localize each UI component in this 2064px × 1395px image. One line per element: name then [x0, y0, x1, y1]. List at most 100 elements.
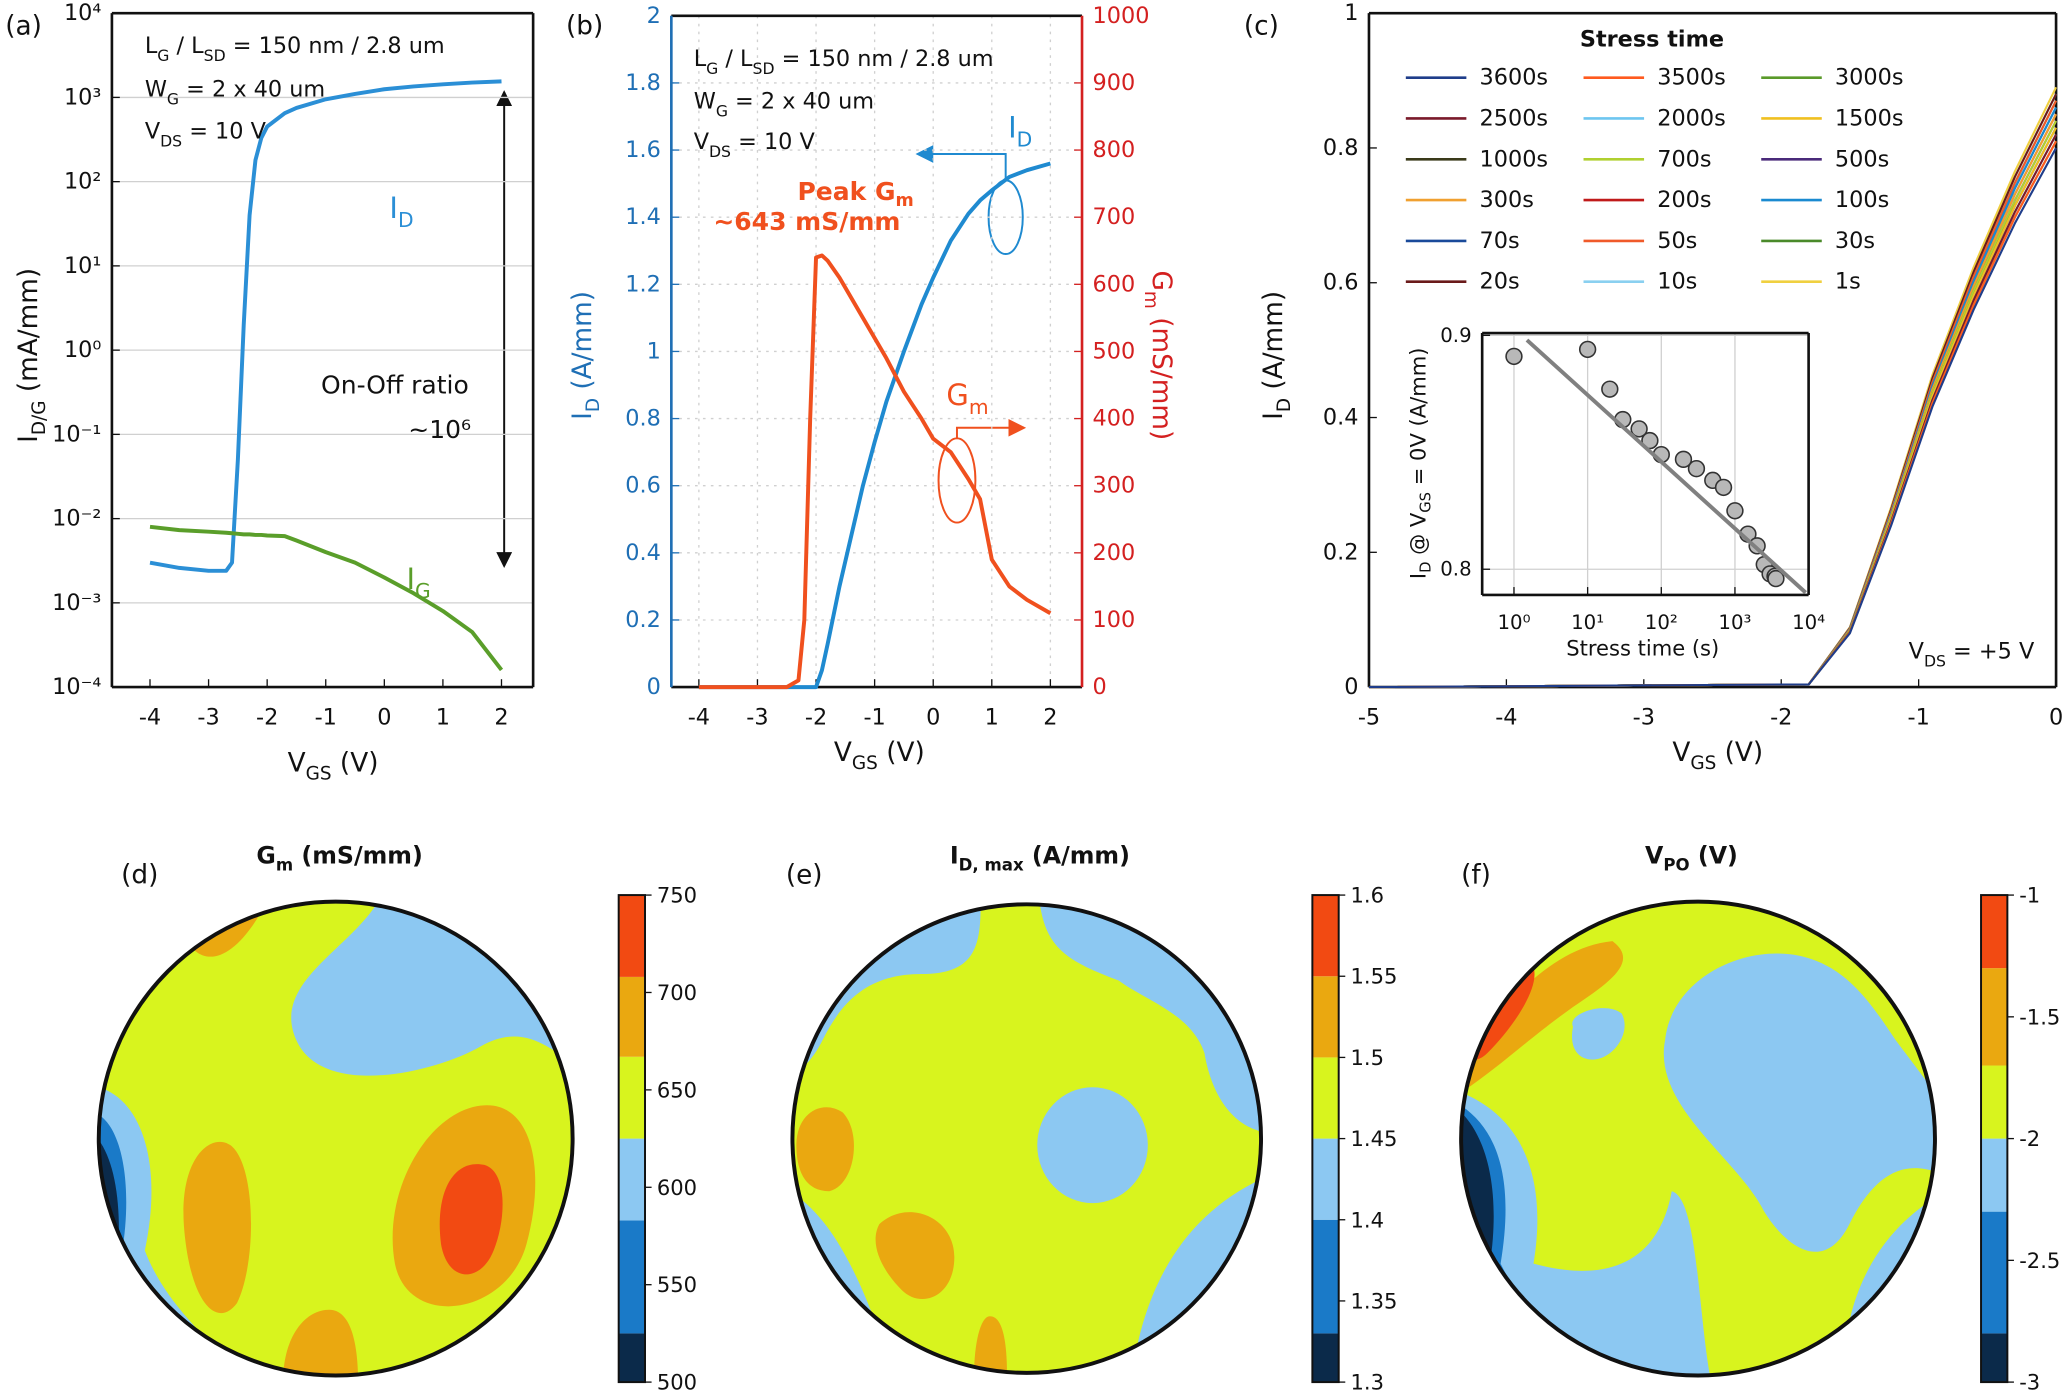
legend-label: 3600s: [1480, 65, 1549, 91]
series-label: Gm: [946, 378, 988, 419]
y2-tick-label: 0: [1093, 674, 1107, 700]
x-tick-label: 2: [494, 704, 508, 730]
colorbar-band: [1312, 1138, 1339, 1220]
legend-label: 1500s: [1835, 105, 1904, 131]
subscript: GS: [1690, 753, 1716, 774]
panel-label: (c): [1244, 11, 1279, 41]
y-tick-label: 0: [647, 674, 661, 700]
colorbar-tick-label: 1.4: [1351, 1207, 1384, 1232]
text-part: (V): [1716, 738, 1763, 768]
colorbar-band: [1312, 976, 1339, 1058]
text-part: (A/mm): [568, 291, 598, 398]
y-tick-label: 1.6: [625, 137, 661, 163]
panel-label: (b): [566, 11, 603, 41]
y2-tick-label: 200: [1093, 540, 1136, 566]
text-part: I: [389, 191, 398, 225]
subscript: G: [716, 101, 728, 120]
colorbar-tick-label: 1.5: [1351, 1045, 1384, 1070]
y-tick-label: 0.8: [1323, 135, 1359, 161]
y-tick-label: 0.6: [625, 473, 661, 499]
x-tick-label: -3: [1633, 704, 1655, 730]
legend-label: 500s: [1835, 146, 1889, 172]
colorbar-frame: [617, 894, 646, 1384]
text-part: = 10 V: [182, 119, 267, 145]
text-part: = +5 V: [1946, 639, 2035, 665]
y2-tick-label: 400: [1093, 406, 1136, 432]
legend-label: 100s: [1835, 187, 1889, 213]
subscript: PO: [1663, 856, 1689, 875]
text-part: ~643 mS/mm: [713, 207, 900, 236]
y-tick-label: 10⁻⁴: [52, 674, 101, 700]
x-tick-label: 2: [1043, 704, 1057, 730]
text-part: = 0V (A/mm): [1405, 348, 1430, 492]
colorbar-band: [1312, 895, 1339, 977]
text-part: I: [1008, 111, 1017, 145]
x-tick-label: 0: [926, 704, 940, 730]
y-tick-label: 0.2: [1323, 539, 1359, 565]
x-tick-label: -5: [1358, 704, 1380, 730]
wafer-map: [98, 901, 573, 1376]
subscript: DS: [709, 142, 731, 161]
x-tick-label: 0: [2049, 704, 2063, 730]
x-tick-label: -1: [863, 704, 885, 730]
colorbar-band: [1981, 968, 2008, 1066]
subscript: D: [1017, 128, 1033, 152]
annotation: WG = 2 x 40 um: [145, 77, 325, 109]
annotation: LG / LSD = 150 nm / 2.8 um: [145, 33, 445, 65]
text-part: I: [568, 412, 598, 420]
point: [1714, 478, 1733, 497]
y2-tick-label: 800: [1093, 137, 1136, 163]
text-part: W: [694, 88, 716, 114]
x-tick-label: -2: [256, 704, 278, 730]
x-tick-label: -4: [688, 704, 710, 730]
wafer-outline: [1459, 899, 1937, 1378]
panel-label: (a): [5, 11, 42, 41]
subscript: DS: [1924, 652, 1946, 671]
subscript: GS: [852, 753, 878, 774]
chart-title: VPO (V): [1645, 842, 1738, 875]
annotation: ~643 mS/mm: [713, 207, 900, 236]
y-tick-label: 0: [1344, 674, 1358, 700]
subscript: G: [706, 59, 718, 78]
text-part: = 2 x 40 um: [728, 88, 874, 114]
y-tick-label: 1.4: [625, 204, 661, 230]
text-part: I: [1259, 412, 1289, 420]
inset-background: [1482, 333, 1809, 595]
colorbar-band: [618, 1138, 646, 1221]
x-tick-label: -4: [139, 704, 161, 730]
colorbar-tick-label: -3: [2019, 1370, 2040, 1395]
colorbar-tick-label: 700: [657, 980, 697, 1005]
x-tick-label: -2: [805, 704, 827, 730]
subscript: m: [276, 856, 293, 875]
legend-label: 1000s: [1480, 146, 1549, 172]
y-tick-label: 10⁻²: [52, 506, 101, 532]
point: [1630, 420, 1648, 438]
y-tick-label: 1: [1344, 0, 1358, 26]
point: [1674, 450, 1693, 469]
colorbar-tick-label: 1.3: [1351, 1370, 1384, 1395]
x-tick-label: -2: [1770, 704, 1792, 730]
legend-label: 300s: [1480, 187, 1534, 213]
contour-region: [875, 1212, 955, 1300]
y-tick-label: 0.8: [1440, 558, 1471, 581]
colorbar-tick-label: 1.45: [1351, 1126, 1398, 1151]
subscript: D: [1274, 398, 1295, 412]
colorbar-band: [618, 976, 646, 1057]
y-tick-label: 1: [647, 338, 661, 364]
text-part: L: [145, 33, 158, 59]
y-tick-label: 2: [647, 3, 661, 29]
contour-region: [283, 1309, 359, 1376]
legend-label: 50s: [1657, 228, 1697, 254]
text-part: (A/mm): [1259, 291, 1289, 398]
point: [1687, 459, 1706, 478]
colorbar-band: [1981, 1138, 2008, 1212]
colorbar-band: [618, 895, 646, 977]
text-part: V: [1672, 738, 1690, 768]
y-tick-label: 10⁻³: [52, 590, 101, 616]
colorbar-band: [618, 1333, 646, 1383]
series-label: ID: [389, 191, 413, 232]
subscript: G: [167, 90, 179, 109]
x-tick-label: 0: [377, 704, 391, 730]
